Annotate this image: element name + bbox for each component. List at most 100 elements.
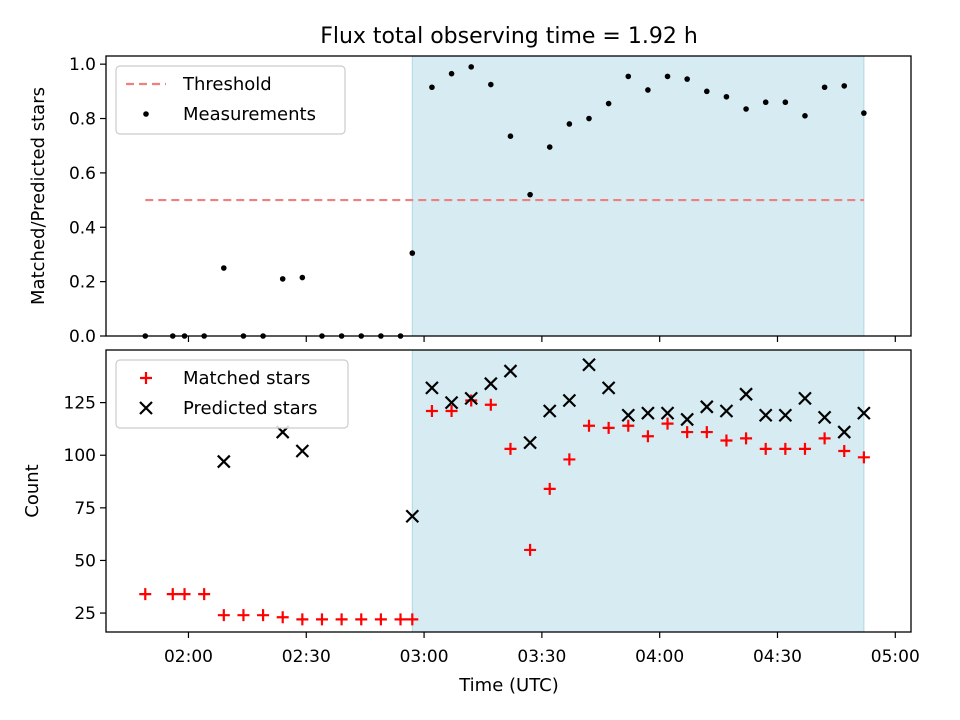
observing-span-rect (411, 349, 865, 633)
data-point (257, 609, 270, 622)
data-point (743, 106, 749, 112)
data-point (700, 426, 713, 439)
data-point (861, 110, 867, 116)
y-tick-label: 0.8 (69, 110, 96, 130)
data-point (295, 444, 310, 458)
data-point (406, 613, 419, 626)
data-point (405, 509, 420, 524)
data-point (586, 115, 592, 122)
data-point (857, 406, 871, 420)
data-point (641, 406, 655, 420)
legend-count-panel: Matched stars Predicted stars (115, 359, 349, 429)
y-axis-label-count: Count (22, 464, 43, 517)
y-tick-label: 0.0 (69, 327, 96, 347)
x-tick-label: 04:00 (635, 647, 684, 667)
data-point (821, 84, 828, 91)
data-point (527, 191, 533, 198)
data-point (583, 419, 595, 432)
data-point (837, 425, 852, 439)
data-point (429, 84, 435, 91)
legend-swatch-x (139, 401, 153, 415)
data-point (237, 609, 250, 622)
data-point (740, 432, 753, 445)
data-point (166, 588, 179, 601)
data-point (507, 133, 514, 139)
data-point (217, 454, 231, 469)
legend-label: Threshold (182, 74, 272, 95)
data-point (484, 376, 498, 391)
data-point (503, 364, 518, 378)
data-point (409, 250, 416, 256)
data-point (504, 442, 517, 455)
data-point (798, 391, 812, 406)
count-panel: 25 50 75 100 125 02:00 02:30 03:00 03:30 04:00 04… (22, 349, 920, 667)
data-point (217, 609, 230, 622)
data-point (605, 100, 612, 107)
data-point (818, 432, 831, 445)
legend-swatch-plus (140, 372, 152, 384)
data-point (566, 121, 573, 127)
data-point (299, 274, 306, 281)
data-point (563, 453, 576, 466)
data-point (621, 408, 636, 423)
ratio-panel-frame (105, 55, 912, 337)
data-point (641, 430, 654, 443)
x-axis-ticks-top (187, 336, 896, 342)
y-tick-label: 0.6 (69, 164, 96, 184)
legend-label: Predicted stars (183, 398, 317, 419)
data-point (625, 73, 632, 80)
data-point (782, 99, 789, 106)
y-tick-label: 0.4 (69, 218, 96, 238)
y-tick-label: 0.2 (69, 273, 96, 293)
y-tick-label: 125 (64, 394, 96, 414)
data-point (394, 613, 407, 626)
y-axis-ticks-bottom: 25 50 75 100 125 (64, 394, 106, 624)
data-point (484, 398, 497, 411)
legend-box (115, 359, 349, 429)
data-point (542, 404, 557, 418)
legend-label: Measurements (183, 104, 316, 125)
data-point (719, 404, 734, 418)
data-point (779, 442, 792, 455)
data-point (445, 405, 458, 418)
data-point (444, 395, 459, 410)
measurements-series (142, 64, 867, 339)
data-point (221, 265, 227, 271)
data-point (720, 434, 733, 447)
data-point (279, 276, 286, 282)
data-point (739, 387, 753, 401)
data-point (700, 400, 714, 414)
y-tick-label: 50 (74, 551, 96, 571)
legend-label: Matched stars (183, 368, 310, 389)
data-point (798, 442, 811, 455)
data-point (778, 408, 793, 423)
data-point (664, 73, 671, 80)
data-point (178, 588, 191, 601)
count-panel-frame (105, 349, 912, 633)
data-point (465, 394, 478, 407)
data-point (524, 543, 537, 556)
legend-swatch-dot (143, 111, 149, 117)
data-point (374, 613, 387, 626)
data-point (681, 426, 694, 439)
data-point (488, 81, 494, 88)
data-point (759, 442, 772, 455)
matched-stars-series (139, 394, 870, 626)
x-tick-label: 03:00 (400, 647, 449, 667)
chart-title: Flux total observing time = 1.92 h (320, 24, 698, 49)
data-point (601, 381, 616, 395)
x-tick-label: 02:30 (282, 647, 331, 667)
y-tick-label: 75 (74, 499, 96, 519)
x-tick-label: 04:30 (753, 647, 802, 667)
data-point (523, 435, 537, 450)
data-point (468, 64, 474, 70)
x-tick-label: 03:30 (517, 647, 566, 667)
data-point (857, 451, 870, 464)
data-point (315, 613, 328, 626)
data-point (680, 412, 694, 427)
data-point (841, 83, 848, 89)
data-point (425, 381, 439, 395)
data-point (817, 410, 832, 425)
legend-box (115, 65, 346, 135)
